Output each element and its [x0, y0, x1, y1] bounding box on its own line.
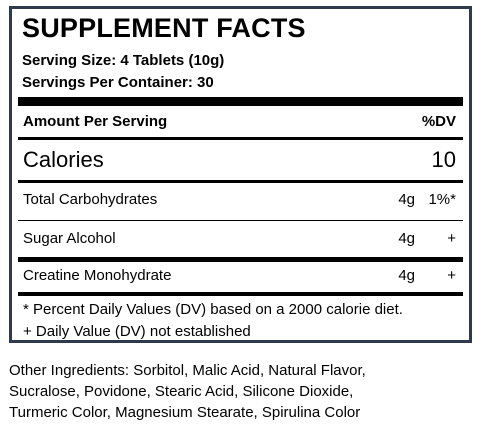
supplement-facts-panel: SUPPLEMENT FACTS Serving Size: 4 Tablets…	[9, 6, 472, 343]
footnote-dv: * Percent Daily Values (DV) based on a 2…	[23, 301, 403, 318]
nutrient-amount: 4g	[398, 267, 415, 284]
serving-size: Serving Size: 4 Tablets (10g)	[22, 52, 225, 69]
nutrient-name: Total Carbohydrates	[23, 191, 158, 208]
thick-divider	[18, 97, 463, 106]
nutrient-amount: 4g	[398, 230, 415, 247]
footnote-not-established: + Daily Value (DV) not established	[23, 323, 251, 340]
ingredients-line: Turmeric Color, Magnesium Stearate, Spir…	[9, 404, 361, 421]
nutrient-amount: 4g	[398, 191, 415, 208]
thick-divider	[18, 257, 463, 262]
nutrient-dv: +	[447, 267, 456, 284]
ingredients-line: Other Ingredients: Sorbitol, Malic Acid,…	[9, 362, 366, 379]
nutrient-name: Creatine Monohydrate	[23, 267, 172, 284]
thin-divider	[18, 220, 463, 221]
nutrient-dv: +	[447, 230, 456, 247]
dv-header: %DV	[421, 113, 456, 130]
medium-divider	[18, 180, 463, 183]
panel-title: SUPPLEMENT FACTS	[22, 13, 306, 43]
medium-divider	[18, 137, 463, 140]
amount-per-serving-header: Amount Per Serving	[23, 113, 168, 130]
nutrient-name: Sugar Alcohol	[23, 230, 116, 247]
servings-per-container: Servings Per Container: 30	[22, 74, 214, 91]
calories-value: 10	[431, 147, 456, 172]
nutrient-dv: 1%*	[428, 191, 456, 208]
calories-label: Calories	[23, 147, 104, 172]
thick-divider	[18, 292, 463, 296]
ingredients-line: Sucralose, Povidone, Stearic Acid, Silic…	[9, 383, 354, 400]
other-ingredients: Other Ingredients: Sorbitol, Malic Acid,…	[9, 360, 479, 423]
